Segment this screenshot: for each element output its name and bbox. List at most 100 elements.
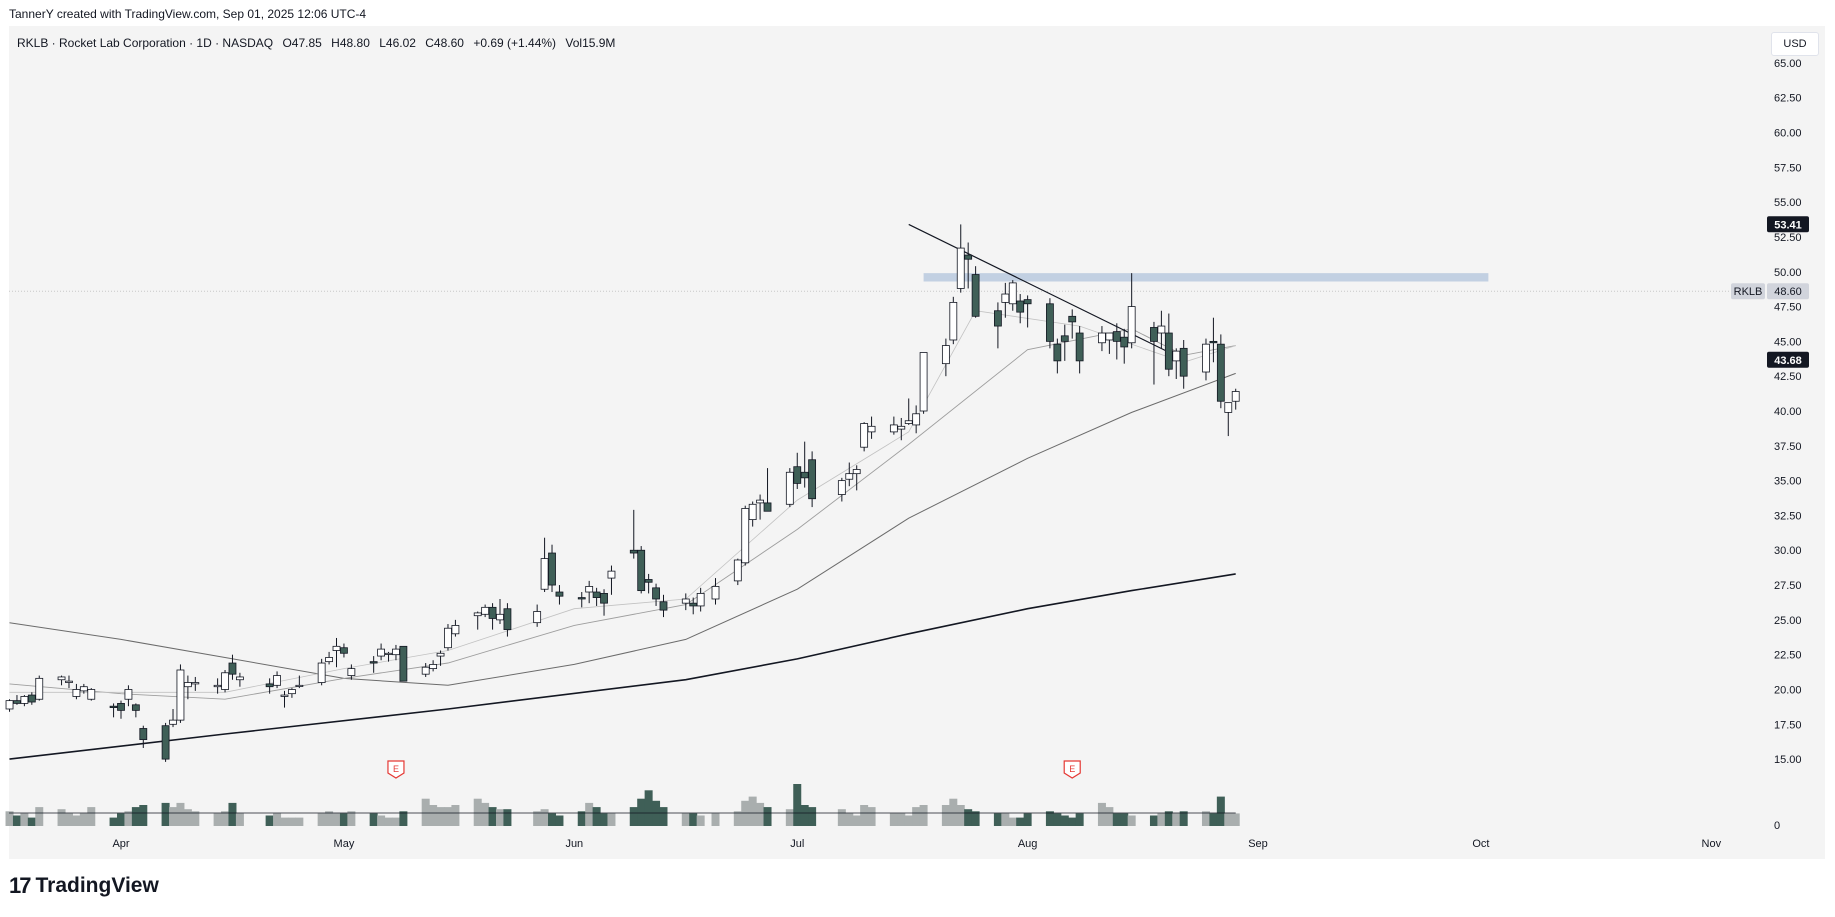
candle[interactable] [421,663,430,677]
candle[interactable] [295,675,304,689]
candle[interactable] [711,578,720,605]
candle[interactable] [87,688,96,701]
candle[interactable] [1164,313,1173,377]
candle[interactable] [503,603,512,637]
candle[interactable] [1224,402,1233,437]
candle[interactable] [756,494,764,520]
candle[interactable] [317,658,326,686]
candle[interactable] [837,477,846,502]
candle[interactable] [27,692,36,705]
candle[interactable] [325,651,333,665]
candle[interactable] [35,675,44,701]
candle[interactable] [585,580,594,604]
candle[interactable] [1016,294,1025,324]
earnings-marker[interactable]: E [1063,760,1081,779]
candle[interactable] [340,643,348,658]
candle[interactable] [681,593,690,611]
candle[interactable] [793,452,802,489]
candle[interactable] [444,624,452,651]
candle[interactable] [1075,326,1084,374]
candle[interactable] [763,468,772,512]
candle[interactable] [600,589,608,616]
candle[interactable] [867,416,876,439]
candle[interactable] [644,573,653,594]
candle[interactable] [347,664,356,680]
candle[interactable] [808,451,817,508]
candle[interactable] [1202,338,1210,381]
candle[interactable] [57,675,66,686]
candle[interactable] [236,672,244,687]
candle[interactable] [785,468,794,508]
candle[interactable] [1179,339,1188,389]
candle[interactable] [288,688,296,698]
candle[interactable] [592,587,601,606]
candle[interactable] [280,690,289,708]
candle[interactable] [1001,282,1010,318]
candle[interactable] [369,656,378,673]
candle[interactable] [176,664,185,723]
candle[interactable] [1231,388,1240,410]
candle[interactable] [72,683,81,700]
candle[interactable] [919,352,928,414]
candle[interactable] [1120,328,1129,364]
candle[interactable] [577,592,586,608]
candle[interactable] [533,604,542,627]
sma50-line[interactable] [9,372,1236,686]
candle[interactable] [696,587,705,612]
candle[interactable] [481,604,490,618]
tradingview-logo[interactable]: 17 TradingView [9,873,159,898]
candle[interactable] [1172,348,1181,379]
candle[interactable] [689,597,698,615]
candle[interactable] [548,544,556,593]
candle[interactable] [1105,332,1114,354]
candle[interactable] [1209,317,1218,363]
candle[interactable] [964,242,973,289]
candle[interactable] [1216,334,1225,409]
candle[interactable] [1046,298,1054,349]
candle[interactable] [13,695,21,705]
candle[interactable] [169,708,177,728]
candle[interactable] [436,650,445,666]
candle[interactable] [1008,280,1017,311]
candle[interactable] [191,676,200,691]
candle[interactable] [897,417,906,441]
candle[interactable] [748,501,757,527]
candle[interactable] [65,675,73,689]
candle[interactable] [889,416,898,435]
candle[interactable] [912,405,921,434]
candle[interactable] [1098,326,1106,352]
candle[interactable] [109,703,118,718]
candle[interactable] [384,651,393,662]
candle[interactable] [800,441,809,488]
candle[interactable] [79,683,88,694]
candle[interactable] [904,398,913,425]
candle[interactable] [1053,338,1062,374]
candle[interactable] [1112,323,1121,360]
candle[interactable] [451,619,460,637]
candle[interactable] [1068,309,1077,339]
candle[interactable] [213,678,222,694]
earnings-marker[interactable]: E [387,760,405,779]
candle[interactable] [637,546,646,594]
candle[interactable] [20,695,29,707]
candle[interactable] [971,266,980,318]
candle[interactable] [845,462,854,487]
resistance-zone[interactable] [923,273,1489,282]
candle[interactable] [265,678,274,694]
currency-button[interactable]: USD [1771,32,1819,56]
candle[interactable] [733,558,742,586]
candle[interactable] [117,700,125,719]
candle[interactable] [131,703,140,718]
candle[interactable] [1060,324,1069,361]
candle[interactable] [607,565,616,595]
candle[interactable] [496,598,504,625]
candle[interactable] [1157,310,1166,349]
candle[interactable] [941,338,950,377]
candle[interactable] [228,654,237,680]
candle[interactable] [332,637,341,668]
candle[interactable] [540,537,549,593]
trendline[interactable] [908,223,1184,361]
candle[interactable] [139,725,148,748]
candle[interactable] [994,302,1002,349]
